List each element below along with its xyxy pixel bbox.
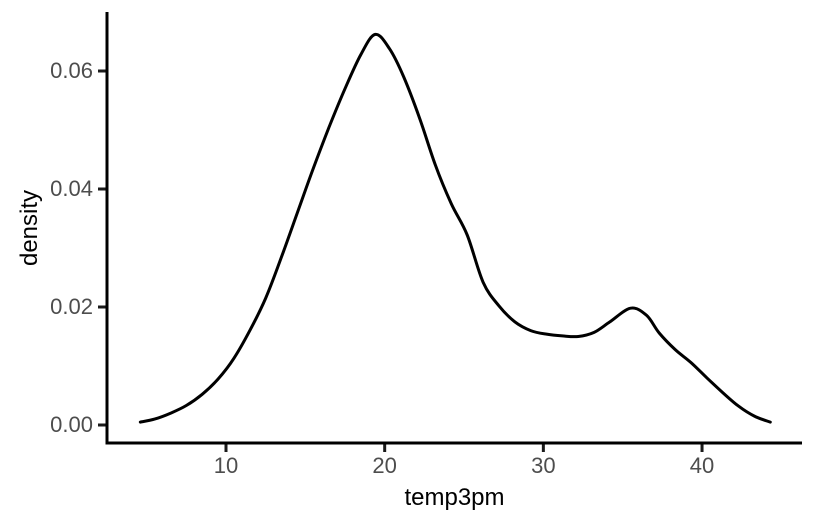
x-tick-label: 10 (213, 453, 239, 478)
x-tick-label: 30 (531, 453, 556, 478)
y-tick-label: 0.04 (50, 176, 93, 201)
y-tick-label: 0.00 (50, 412, 93, 437)
y-tick-label: 0.02 (50, 294, 93, 319)
density-curve (138, 32, 772, 424)
axis-tick-marks (98, 69, 704, 452)
y-axis-title: density (16, 189, 43, 267)
x-tick-label: 40 (689, 453, 715, 478)
x-axis-title: temp3pm (404, 484, 505, 511)
x-tick-label: 20 (372, 453, 397, 478)
y-tick-label: 0.06 (50, 58, 93, 83)
